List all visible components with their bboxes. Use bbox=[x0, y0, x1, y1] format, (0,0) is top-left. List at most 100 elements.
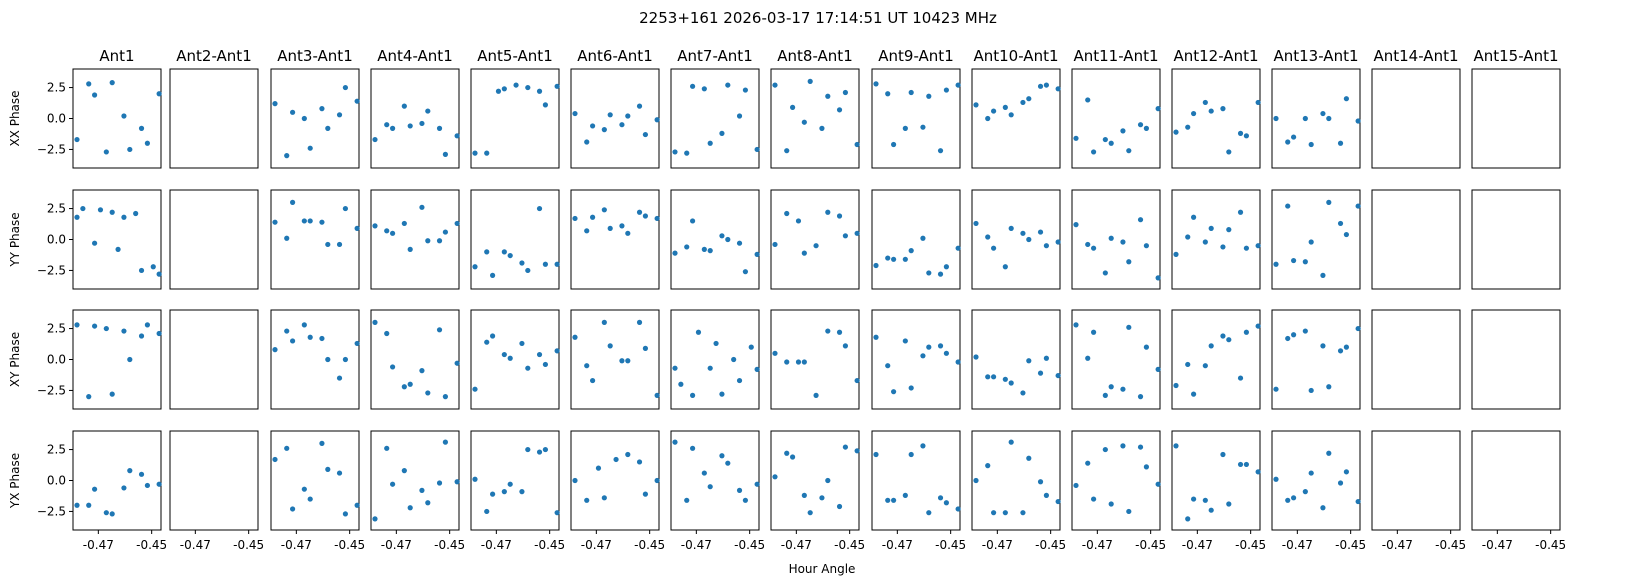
scatter-panel bbox=[770, 189, 860, 290]
data-point bbox=[707, 484, 713, 490]
data-point bbox=[1291, 257, 1297, 264]
data-point bbox=[854, 377, 860, 384]
y-tick-label: 0.0 bbox=[47, 353, 66, 367]
data-point bbox=[1085, 241, 1091, 248]
data-point bbox=[336, 241, 343, 248]
column-title: Ant14-Ant1 bbox=[1373, 47, 1458, 65]
data-point bbox=[1043, 492, 1049, 498]
data-point bbox=[1208, 507, 1214, 513]
data-point bbox=[74, 136, 80, 143]
data-point bbox=[103, 325, 109, 332]
scatter-panel bbox=[570, 309, 660, 410]
data-point bbox=[873, 81, 879, 87]
scatter-panel bbox=[1071, 309, 1161, 410]
data-point bbox=[1020, 230, 1026, 236]
data-point bbox=[1320, 110, 1326, 117]
data-point bbox=[713, 340, 719, 347]
data-point bbox=[955, 82, 961, 88]
data-point bbox=[319, 440, 325, 446]
data-point bbox=[484, 508, 490, 515]
data-point bbox=[1008, 380, 1014, 386]
data-point bbox=[1091, 149, 1097, 155]
data-point bbox=[284, 153, 290, 159]
x-tick-label: -0.45 bbox=[734, 538, 765, 552]
scatter-panel bbox=[1471, 430, 1561, 531]
scatter-panel bbox=[270, 309, 360, 410]
data-point bbox=[484, 339, 490, 345]
data-point bbox=[790, 454, 796, 460]
data-point bbox=[472, 386, 478, 392]
data-point bbox=[127, 468, 133, 474]
x-tick-label: -0.47 bbox=[83, 538, 114, 552]
data-point bbox=[619, 223, 625, 229]
scatter-panel bbox=[871, 68, 961, 169]
data-point bbox=[1043, 355, 1049, 361]
data-point bbox=[654, 215, 660, 222]
data-point bbox=[642, 131, 649, 138]
column-title: Ant5-Ant1 bbox=[477, 47, 552, 65]
data-point bbox=[1191, 496, 1197, 502]
column-title: Ant15-Ant1 bbox=[1473, 47, 1558, 65]
data-point bbox=[672, 250, 678, 256]
column-title: Ant3-Ant1 bbox=[277, 47, 352, 65]
data-point bbox=[1273, 386, 1279, 392]
data-point bbox=[490, 272, 496, 278]
data-point bbox=[501, 351, 507, 358]
data-point bbox=[1008, 112, 1014, 118]
data-point bbox=[425, 390, 431, 396]
data-point bbox=[525, 365, 531, 371]
row-label: YY Phase bbox=[8, 212, 22, 267]
data-point bbox=[1202, 363, 1208, 369]
data-point bbox=[842, 343, 849, 349]
data-point bbox=[536, 449, 543, 455]
data-point bbox=[642, 345, 649, 351]
data-point bbox=[1108, 140, 1114, 146]
data-point bbox=[1320, 505, 1326, 511]
data-point bbox=[1237, 375, 1244, 381]
data-point bbox=[601, 495, 607, 501]
data-point bbox=[937, 271, 944, 277]
data-point bbox=[436, 480, 443, 486]
data-point bbox=[902, 338, 908, 344]
scatter-panel bbox=[1171, 430, 1261, 531]
data-point bbox=[926, 93, 932, 99]
data-point bbox=[1285, 335, 1291, 342]
data-point bbox=[1137, 444, 1144, 450]
data-point bbox=[1026, 358, 1032, 364]
scatter-panel bbox=[1371, 430, 1461, 531]
data-point bbox=[138, 471, 145, 477]
scatter-panel bbox=[670, 430, 760, 531]
data-point bbox=[103, 149, 109, 155]
scatter-panel bbox=[470, 430, 560, 531]
data-point bbox=[701, 86, 707, 92]
data-point bbox=[873, 334, 879, 340]
scatter-panel bbox=[971, 68, 1061, 169]
data-point bbox=[372, 516, 378, 522]
data-point bbox=[1037, 479, 1044, 485]
data-point bbox=[991, 245, 997, 251]
data-point bbox=[86, 394, 92, 400]
data-point bbox=[1020, 99, 1026, 106]
data-point bbox=[672, 149, 678, 155]
data-point bbox=[336, 375, 343, 381]
scatter-panel bbox=[169, 309, 259, 410]
data-point bbox=[690, 392, 696, 398]
column-title: Ant2-Ant1 bbox=[176, 47, 251, 65]
data-point bbox=[1185, 234, 1191, 240]
scatter-panel bbox=[1371, 68, 1461, 169]
data-point bbox=[1302, 489, 1308, 495]
figure-title: 2253+161 2026-03-17 17:14:51 UT 10423 MH… bbox=[639, 9, 997, 27]
data-point bbox=[384, 228, 390, 234]
data-point bbox=[742, 269, 749, 275]
data-point bbox=[156, 481, 162, 487]
data-point bbox=[813, 243, 819, 249]
x-tick-label: -0.45 bbox=[434, 538, 465, 552]
data-point bbox=[1002, 104, 1008, 110]
y-tick-label: −2.5 bbox=[37, 142, 66, 156]
data-point bbox=[342, 356, 348, 363]
data-point bbox=[384, 330, 390, 337]
data-point bbox=[1108, 501, 1114, 507]
data-point bbox=[842, 233, 849, 239]
data-point bbox=[955, 359, 961, 365]
data-point bbox=[690, 218, 696, 224]
